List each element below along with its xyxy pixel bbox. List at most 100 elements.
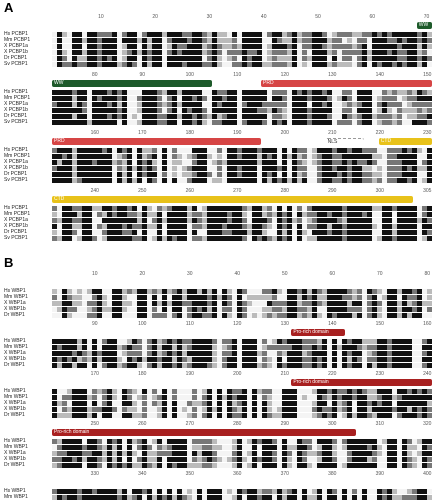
alignment-row xyxy=(52,101,432,107)
domain-bar: Pro-rich domain xyxy=(291,329,345,336)
species-label: X WBP1a xyxy=(4,450,26,456)
alignment-row xyxy=(52,444,432,450)
ruler-number: 330 xyxy=(90,471,99,477)
species-label: X WBP1a xyxy=(4,400,26,406)
alignment-row xyxy=(52,89,432,95)
ruler-number: 370 xyxy=(280,471,289,477)
alignment-row xyxy=(52,450,432,456)
species-label: Dr WBP1 xyxy=(4,462,25,468)
domain-bar: CTD xyxy=(378,138,432,145)
alignment-row xyxy=(52,211,432,217)
ruler-number: 160 xyxy=(423,321,432,327)
ruler-number: 360 xyxy=(233,471,242,477)
species-label: X PCBP1a xyxy=(4,43,28,49)
alignment-row xyxy=(52,488,432,494)
species-label: Sv PCBP1 xyxy=(4,61,28,67)
alignment-row xyxy=(52,300,432,306)
ruler-number: 280 xyxy=(280,188,289,194)
species-label: Sv PCBP1 xyxy=(4,235,28,241)
species-label: Mm WBP1 xyxy=(4,344,28,350)
ruler-number: 300 xyxy=(375,188,384,194)
ruler-number: 140 xyxy=(375,72,384,78)
ruler-number: 10 xyxy=(98,14,104,20)
ruler-number: 10 xyxy=(91,271,98,277)
ruler-number: 180 xyxy=(138,371,147,377)
alignment-row xyxy=(52,456,432,462)
alignment-row xyxy=(52,159,432,165)
ruler-number: 230 xyxy=(423,130,432,136)
ruler-number: 380 xyxy=(328,471,337,477)
species-label: Mm WBP1 xyxy=(4,294,28,300)
alignment-row xyxy=(52,177,432,183)
species-label: X WBP1b xyxy=(4,356,26,362)
species-label: X PCBP1b xyxy=(4,165,28,171)
alignment-row xyxy=(52,338,432,344)
ruler-number: 140 xyxy=(328,321,337,327)
alignment-row xyxy=(52,229,432,235)
species-label: Hs WBP1 xyxy=(4,438,26,444)
ruler-number: 400 xyxy=(423,471,432,477)
domain-bar: Pro-rich domain xyxy=(291,379,432,386)
ruler-number: 305 xyxy=(423,188,432,194)
alignment-row xyxy=(52,113,432,119)
alignment-row xyxy=(52,107,432,113)
species-label: Hs WBP1 xyxy=(4,338,26,344)
ruler-number: 100 xyxy=(185,72,194,78)
species-label: Mm WBP1 xyxy=(4,444,28,450)
ruler-number: 100 xyxy=(138,321,147,327)
ruler-number: 170 xyxy=(90,371,99,377)
alignment-row xyxy=(52,356,432,362)
species-label: Hs WBP1 xyxy=(4,488,26,494)
ruler-number: 230 xyxy=(375,371,384,377)
species-label: Dr WBP1 xyxy=(4,412,25,418)
ruler-number: 190 xyxy=(233,130,242,136)
ruler-number: 340 xyxy=(138,471,147,477)
ruler-number: 120 xyxy=(233,321,242,327)
ruler-number: 150 xyxy=(423,72,432,78)
species-label: Dr WBP1 xyxy=(4,362,25,368)
ruler-number: 250 xyxy=(138,188,147,194)
ruler-number: 40 xyxy=(234,271,241,277)
domain-bar: NLS xyxy=(325,138,364,145)
ruler-number: 40 xyxy=(260,14,267,20)
species-label: Mm PCBP1 xyxy=(4,153,31,159)
ruler-number: 220 xyxy=(328,371,337,377)
ruler-number: 200 xyxy=(280,130,289,136)
species-label: Hs PCBP1 xyxy=(4,89,28,95)
ruler-number: 90 xyxy=(139,72,146,78)
species-label: Mm PCBP1 xyxy=(4,95,31,101)
alignment-row xyxy=(52,494,432,500)
ruler-number: 170 xyxy=(138,130,147,136)
alignment-row xyxy=(52,147,432,153)
species-label: Mm PCBP1 xyxy=(4,37,31,43)
ruler-number: 390 xyxy=(375,471,384,477)
ruler-number: 210 xyxy=(280,371,289,377)
species-label: Dr PCBP1 xyxy=(4,171,28,177)
domain-bar: PRD xyxy=(52,138,261,145)
species-label: X PCBP1b xyxy=(4,107,28,113)
species-label: Hs WBP1 xyxy=(4,288,26,294)
alignment-row xyxy=(52,438,432,444)
species-label: Mm WBP1 xyxy=(4,394,28,400)
ruler-number: 270 xyxy=(185,421,194,427)
alignment-row xyxy=(52,223,432,229)
alignment-row xyxy=(52,217,432,223)
species-label: Dr PCBP1 xyxy=(4,229,28,235)
ruler-number: 350 xyxy=(185,471,194,477)
ruler-number: 240 xyxy=(423,371,432,377)
alignment-row xyxy=(52,61,432,67)
ruler-number: 20 xyxy=(152,14,158,20)
alignment-row xyxy=(52,412,432,418)
ruler-number: 290 xyxy=(328,188,337,194)
alignment-row xyxy=(52,43,432,49)
ruler-number: 160 xyxy=(90,130,99,136)
alignment-row xyxy=(52,400,432,406)
ruler-number: 260 xyxy=(185,188,194,194)
species-label: X PCBP1a xyxy=(4,159,28,165)
alignment-row xyxy=(52,306,432,312)
species-label: Dr PCBP1 xyxy=(4,113,28,119)
species-label: X PCBP1a xyxy=(4,217,28,223)
species-label: X WBP1b xyxy=(4,306,26,312)
alignment-row xyxy=(52,95,432,101)
